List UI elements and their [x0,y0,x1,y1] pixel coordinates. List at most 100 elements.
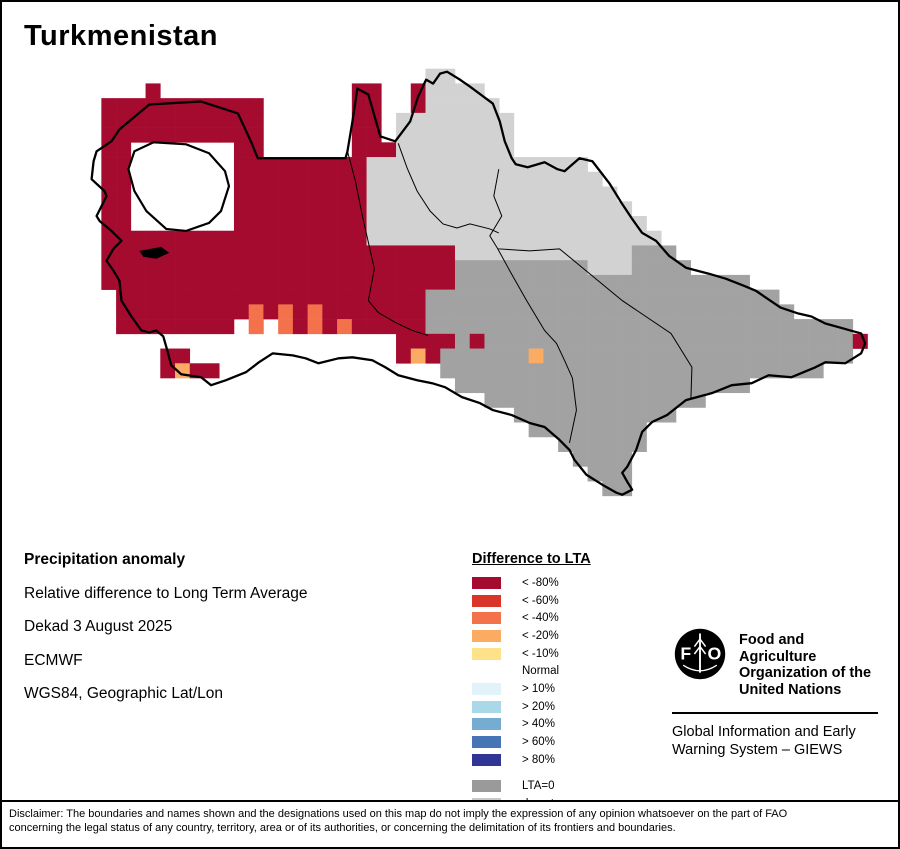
map-cell [558,319,574,335]
map-cell [175,245,191,261]
map-cell [351,171,367,187]
map-cell [513,363,529,379]
map-cell [248,157,264,173]
map-cell [734,378,750,394]
map-cell [720,304,736,320]
fao-separator [672,712,878,714]
map-cell [307,215,323,232]
map-cell [513,274,529,290]
map-cell [396,112,412,128]
map-cell [558,348,574,364]
legend-label: < -40% [522,612,559,625]
map-cell [145,230,161,246]
map-cell [233,245,249,261]
legend-label: Normal [522,665,560,678]
map-cell [425,201,441,217]
map-cell [661,348,677,364]
map-cell [101,142,117,158]
map-cell [425,245,441,261]
map-cell [189,127,205,143]
legend-item: < -80% [472,574,642,592]
map-cell [469,186,485,202]
map-cell [396,304,412,320]
map-cell [499,201,515,217]
map-cell [116,127,132,143]
map-cell [351,186,367,202]
map-cell [823,333,839,349]
svg-text:F: F [680,644,691,664]
map-cell [248,319,264,335]
map-cell [675,363,692,379]
map-cell [749,319,765,335]
map-cell [484,348,500,364]
map-cell [292,186,308,202]
map-cell [558,333,574,349]
map-cell [675,289,692,305]
map-cell [499,230,515,246]
map-cell [617,304,633,320]
map-cell [233,201,249,217]
lagoon-outline [127,141,231,233]
map-cell [793,319,809,335]
map-cell [454,245,471,261]
map-cell [425,215,441,232]
map-cell [366,304,382,320]
map-cell [248,112,264,128]
admin-boundary-line [346,151,429,336]
map-cell [469,112,485,128]
map-cell [233,274,249,290]
map-cell [292,215,308,232]
map-cell [661,392,677,408]
map-cell [572,333,588,349]
map-cell [602,260,618,276]
legend-swatch [472,665,501,677]
map-cell [175,274,191,290]
map-cell [646,378,662,394]
legend-label: < -60% [522,594,559,607]
map-cell [366,186,382,202]
map-cell [322,201,338,217]
map-cell [484,274,500,290]
legend-swatch [472,700,501,713]
map-cell [469,304,485,320]
map-cell [160,304,176,320]
map-cell [248,245,264,261]
map-cell [484,157,500,173]
map-cell [322,319,338,335]
map-cell [631,215,647,232]
fao-logo-icon: F O [674,628,726,680]
map-cell [558,304,574,320]
map-cell [675,274,692,290]
map-cell [396,142,412,158]
map-cell [130,289,146,305]
map-cell [204,127,220,143]
map-cell [587,378,603,394]
map-cell [617,230,633,246]
map-cell [469,378,485,394]
map-cell [454,304,471,320]
legend-item: > 40% [472,716,642,734]
map-cell [513,186,529,202]
map-cell [499,245,515,261]
map-cell [278,245,294,261]
map-cell [440,201,456,217]
map-cell [587,230,603,246]
admin-boundary-line [397,143,499,234]
map-cell [337,171,353,187]
map-cell [233,289,249,305]
map-cell [337,215,353,232]
map-cell [558,363,574,379]
map-cell [278,157,294,173]
map-cell [248,201,264,217]
map-cell [425,319,441,335]
map-cell [661,304,677,320]
map-cell [543,274,559,290]
map-cell [130,260,146,276]
map-cell [175,127,191,143]
map-cell [528,260,544,276]
map-cell [543,186,559,202]
map-cell [410,215,426,232]
map-cell [572,171,588,187]
map-cell [396,201,412,217]
